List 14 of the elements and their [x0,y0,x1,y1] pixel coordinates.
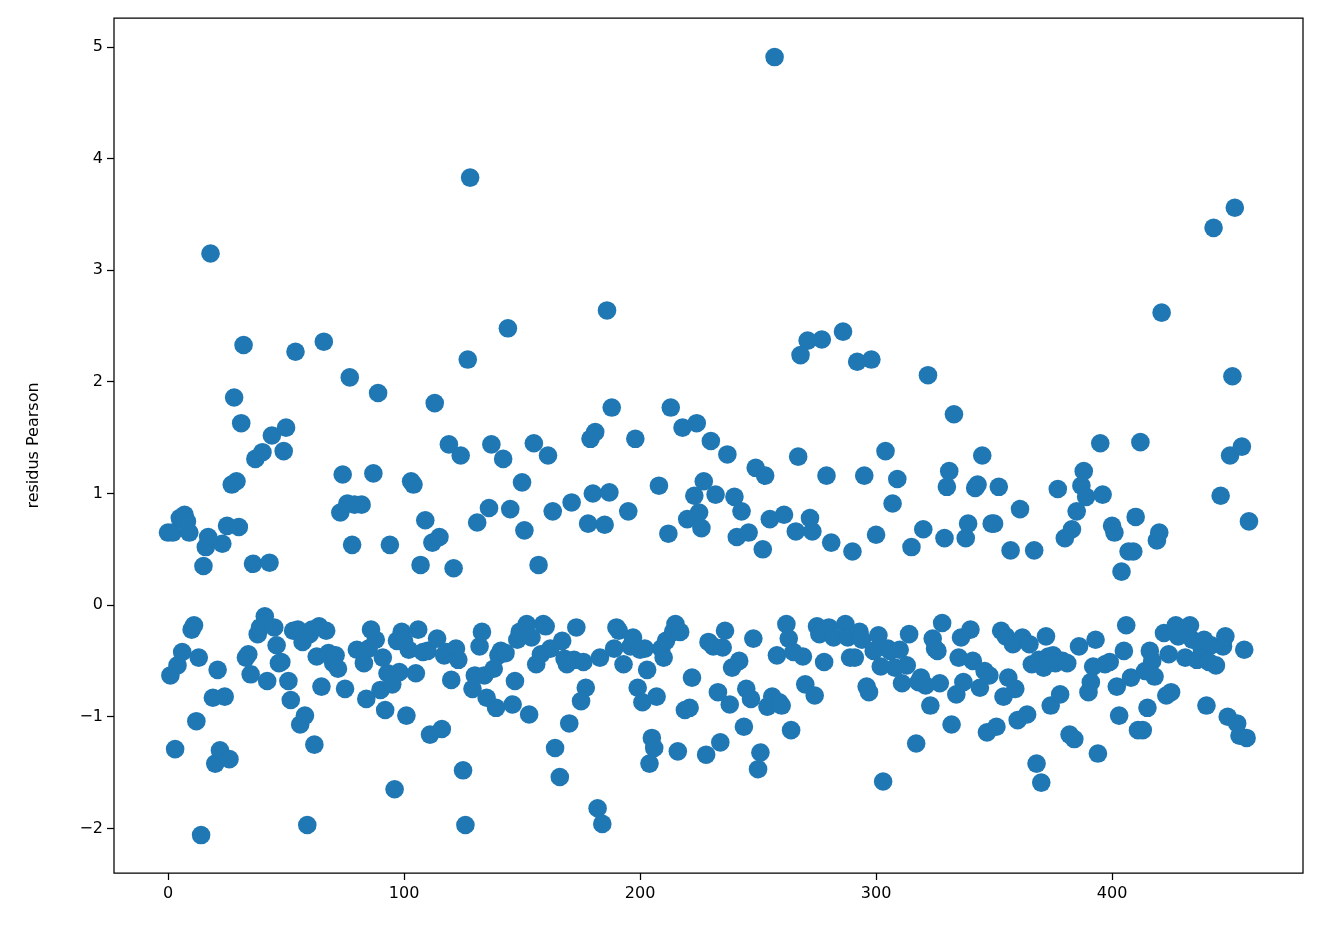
x-tick-label: 0 [162,882,174,902]
y-tick-label: 2 [92,371,103,391]
y-tick-label: 3 [92,259,103,279]
y-tick-label: 4 [92,147,103,167]
x-tick-label: 100 [388,882,420,902]
y-tick-label: 0 [92,594,103,614]
x-tick-label: 300 [860,882,892,902]
y-tick-label: −2 [79,817,103,837]
y-tick-label: 5 [92,36,103,56]
y-axis-title: residus Pearson [22,382,42,509]
x-tick-label: 400 [1096,882,1128,902]
x-tick-label: 200 [624,882,656,902]
y-tick-label: 1 [92,482,103,502]
y-tick-label: −1 [79,705,103,725]
